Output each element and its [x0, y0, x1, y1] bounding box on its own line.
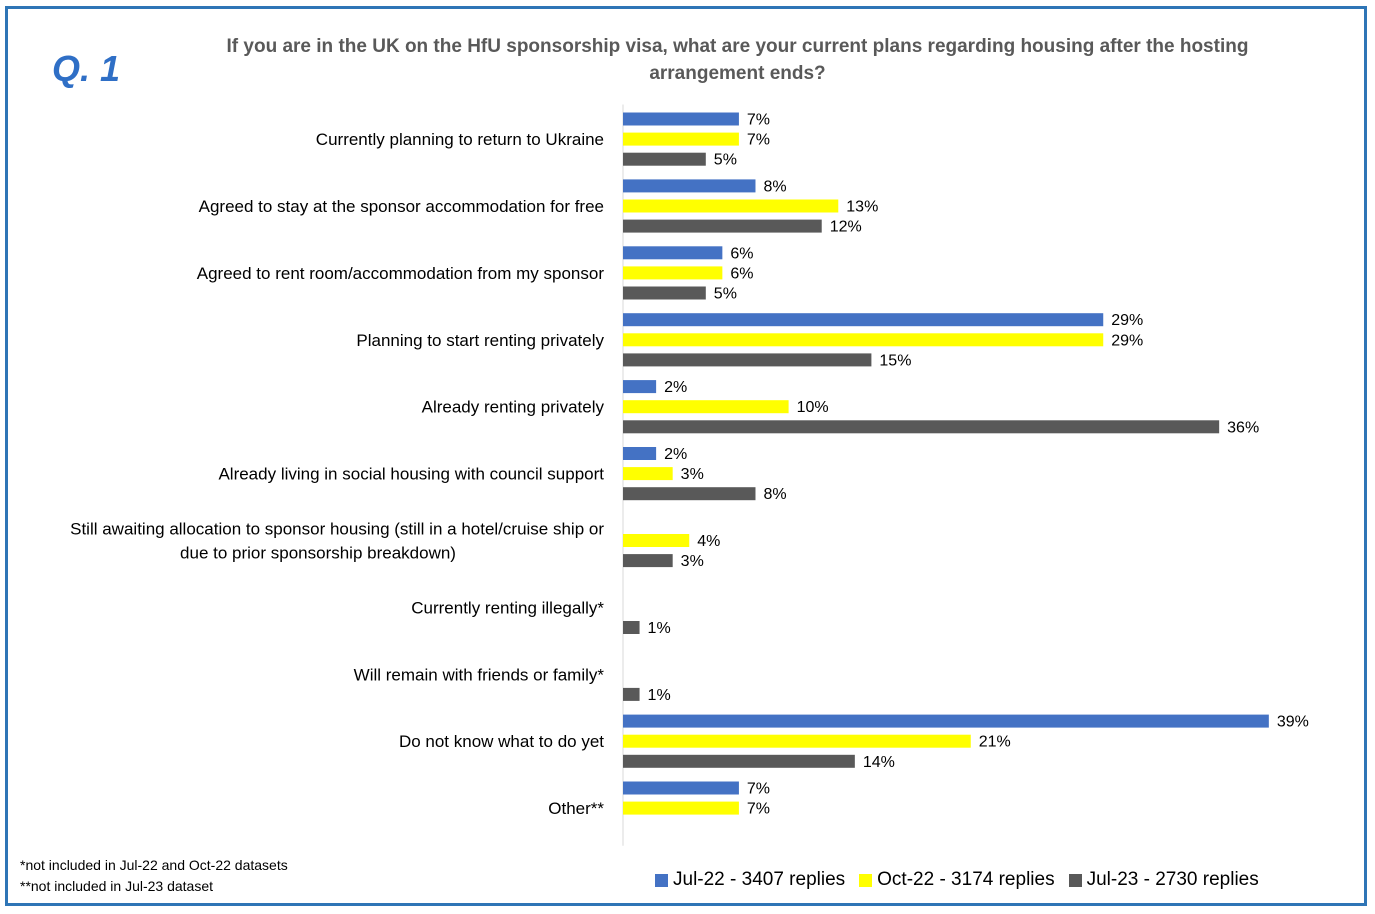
bar	[623, 801, 739, 815]
data-label: 3%	[681, 466, 704, 483]
data-label: 1%	[648, 687, 671, 704]
category-label: Agreed to rent room/accommodation from m…	[197, 264, 605, 283]
bar	[623, 199, 839, 213]
bar	[623, 447, 657, 460]
category-label: Still awaiting allocation to sponsor hou…	[70, 520, 604, 539]
category-label: Planning to start renting privately	[356, 331, 604, 350]
bar	[623, 487, 756, 501]
footnotes: *not included in Jul-22 and Oct-22 datas…	[20, 855, 288, 897]
data-label: 7%	[747, 132, 770, 149]
bar	[623, 687, 640, 701]
bar	[623, 380, 657, 394]
legend: Jul-22 - 3407 replies Oct-22 - 3174 repl…	[655, 869, 1273, 891]
bar	[623, 467, 673, 481]
data-label: 6%	[730, 245, 753, 262]
bar	[623, 219, 822, 233]
data-label: 15%	[879, 352, 911, 369]
legend-item-oct22: Oct-22 - 3174 replies	[859, 869, 1055, 891]
legend-swatch-jul22	[655, 873, 668, 887]
category-label: Already living in social housing with co…	[218, 465, 604, 484]
category-label: Currently planning to return to Ukraine	[316, 130, 604, 149]
bar	[623, 112, 739, 126]
category-label: Other**	[548, 799, 604, 818]
category-label: Already renting privately	[422, 398, 605, 417]
footnote-1: *not included in Jul-22 and Oct-22 datas…	[20, 857, 288, 873]
legend-swatch-jul23	[1068, 873, 1082, 887]
bar	[623, 734, 971, 748]
bar	[623, 132, 739, 146]
category-label: Will remain with friends or family*	[354, 665, 605, 684]
data-label: 12%	[830, 219, 862, 236]
data-label: 2%	[664, 446, 687, 463]
category-label: due to prior sponsorship breakdown)	[180, 544, 456, 563]
data-label: 3%	[681, 553, 704, 570]
data-label: 7%	[747, 112, 770, 129]
data-label: 2%	[664, 379, 687, 396]
legend-item-jul22: Jul-22 - 3407 replies	[655, 869, 845, 891]
category-label: Agreed to stay at the sponsor accommodat…	[199, 197, 604, 216]
bar	[623, 246, 723, 260]
category-label: Do not know what to do yet	[399, 732, 604, 751]
data-label: 8%	[763, 486, 786, 503]
bar	[623, 781, 739, 795]
bar	[623, 714, 1269, 728]
footnote-2: **not included in Jul-23 dataset	[20, 878, 214, 894]
bar	[623, 400, 789, 414]
data-label: 5%	[714, 152, 737, 169]
bar	[623, 554, 673, 568]
data-label: 10%	[797, 399, 829, 416]
data-label: 8%	[763, 178, 786, 195]
chart-frame	[5, 6, 1367, 906]
bar	[623, 353, 872, 367]
bar	[623, 179, 756, 193]
data-label: 39%	[1277, 714, 1309, 731]
legend-label-jul23: Jul-23 - 2730 replies	[1086, 869, 1259, 890]
bar	[623, 266, 723, 280]
bar	[623, 534, 690, 547]
chart-title: If you are in the UK on the HfU sponsors…	[226, 36, 1249, 84]
legend-label-jul22: Jul-22 - 3407 replies	[673, 869, 846, 890]
bar	[623, 313, 1104, 327]
question-label: Q. 1	[52, 48, 121, 89]
data-label: 7%	[747, 781, 770, 798]
bar	[623, 420, 1220, 434]
data-label: 29%	[1111, 312, 1143, 329]
data-label: 6%	[730, 265, 753, 282]
data-label: 5%	[714, 286, 737, 303]
bar	[623, 152, 706, 166]
bar	[623, 333, 1104, 347]
data-label: 13%	[846, 199, 878, 216]
legend-swatch-oct22	[859, 873, 873, 887]
data-label: 21%	[979, 734, 1011, 751]
data-label: 1%	[648, 620, 671, 637]
category-label: Currently renting illegally*	[411, 598, 604, 617]
data-label: 36%	[1227, 419, 1259, 436]
bar	[623, 286, 706, 300]
bar	[623, 621, 640, 634]
bar	[623, 754, 855, 768]
data-label: 7%	[747, 801, 770, 818]
data-label: 14%	[863, 754, 895, 771]
legend-item-jul23: Jul-23 - 2730 replies	[1068, 869, 1259, 891]
data-label: 29%	[1111, 332, 1143, 349]
legend-label-oct22: Oct-22 - 3174 replies	[877, 869, 1055, 890]
data-label: 4%	[697, 533, 720, 550]
